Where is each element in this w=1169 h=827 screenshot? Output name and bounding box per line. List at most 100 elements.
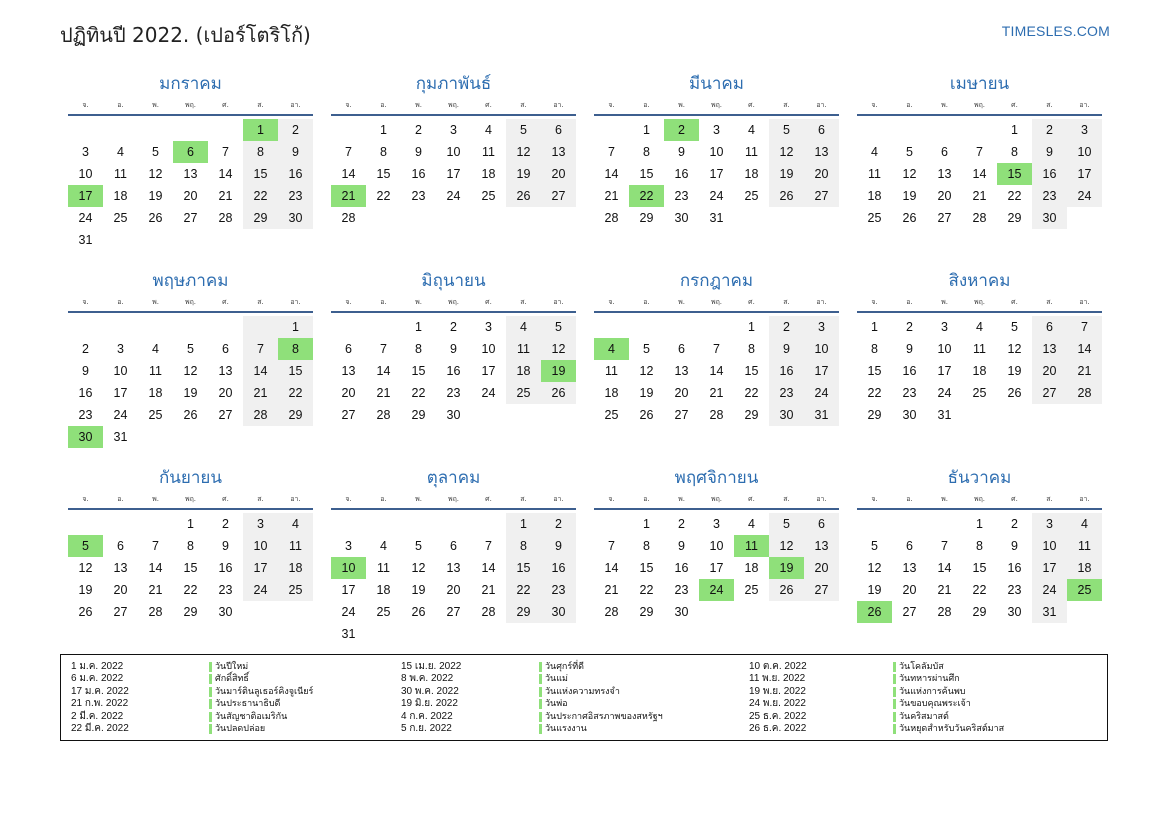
day-cell: 14 xyxy=(972,167,987,181)
day-cell: 21 xyxy=(218,189,233,203)
weekday-label: พ. xyxy=(678,298,685,306)
day-cell: 12 xyxy=(78,561,93,575)
weekday-label: พ. xyxy=(941,298,948,306)
day-cell: 16 xyxy=(541,557,576,579)
weekday-label: ศ. xyxy=(748,298,755,306)
day-cell: 7 xyxy=(608,539,615,553)
day-cell: 1 xyxy=(748,320,755,334)
day-cell: 29 xyxy=(867,408,882,422)
day-cell: 11 xyxy=(278,535,313,557)
day-cell: 17 xyxy=(341,583,356,597)
weekday-label: จ. xyxy=(608,101,615,109)
day-cell: 27 xyxy=(804,579,839,601)
weekday-label: พ. xyxy=(152,495,159,503)
holiday-name-row: วันโคลัมบัส xyxy=(893,661,1004,673)
day-cell: 31 xyxy=(78,233,93,247)
day-cell: 15 xyxy=(183,561,198,575)
empty-cell xyxy=(401,513,436,535)
day-cell: 28 xyxy=(604,605,619,619)
day-cell: 15 xyxy=(639,167,654,181)
day-cell: 6 xyxy=(541,119,576,141)
day-cell: 5 xyxy=(152,145,159,159)
weekday-label: ศ. xyxy=(485,101,492,109)
day-cell: 12 xyxy=(183,364,198,378)
day-cell: 7 xyxy=(243,338,278,360)
day-cell: 2 xyxy=(906,320,913,334)
day-cell: 20 xyxy=(1032,360,1067,382)
weekday-label: พฤ. xyxy=(973,101,986,109)
day-cell: 1 xyxy=(643,517,650,531)
month-calendar: เมษายน จ. อ. พ. พฤ. ศ. ส. อา. 1 2 3 4 5 6 7 8 9 10 11 12 13 1… xyxy=(857,70,1102,267)
holiday-dates-col-3: 10 ต.ค. 2022 11 พ.ย. 2022 19 พ.ย. 2022 24 พ… xyxy=(749,661,807,735)
day-cell: 14 xyxy=(937,561,952,575)
day-grid: 1 2 3 4 5 6 7 8 9 10 11 12 13 14 15 16 17 18 19 20 21 22 23 24 2… xyxy=(331,316,576,426)
day-cell: 23 xyxy=(218,583,233,597)
day-cell: 28 xyxy=(1067,382,1102,404)
day-cell: 24 xyxy=(1032,579,1067,601)
empty-cell xyxy=(366,316,401,338)
holiday-date: 11 พ.ย. 2022 xyxy=(749,673,806,685)
day-cell: 16 xyxy=(278,163,313,185)
day-cell: 10 xyxy=(113,364,128,378)
day-cell: 19 xyxy=(639,386,654,400)
day-cell: 13 xyxy=(541,141,576,163)
holiday-name-row: วันคริสมาสต์ xyxy=(893,711,1004,723)
day-cell: 9 xyxy=(541,535,576,557)
day-cell: 10 xyxy=(481,342,496,356)
day-cell: 9 xyxy=(278,141,313,163)
day-grid: 1 2 3 4 5 6 7 8 9 10 11 12 13 14 15 16 17 18 19 20 21 22 23 24 2… xyxy=(331,513,576,645)
day-cell: 30 xyxy=(769,404,804,426)
day-cell: 7 xyxy=(152,539,159,553)
empty-cell xyxy=(138,316,173,338)
day-cell: 5 xyxy=(541,316,576,338)
day-cell: 6 xyxy=(450,539,457,553)
day-cell: 25 xyxy=(604,408,619,422)
day-cell: 2 xyxy=(678,517,685,531)
day-cell: 22 xyxy=(183,583,198,597)
day-cell: 18 xyxy=(867,189,882,203)
day-cell: 27 xyxy=(674,408,689,422)
day-cell: 8 xyxy=(643,145,650,159)
holiday-day-cell: 5 xyxy=(68,535,103,557)
day-cell: 3 xyxy=(804,316,839,338)
day-cell: 19 xyxy=(1007,364,1022,378)
day-cell: 8 xyxy=(243,141,278,163)
empty-cell xyxy=(366,513,401,535)
weekday-label: อ. xyxy=(906,495,913,503)
holiday-name: วันมาร์ตินลูเธอร์คิงจูเนียร์ xyxy=(209,686,314,697)
weekday-header-row: จ. อ. พ. พฤ. ศ. ส. อา. xyxy=(594,492,839,510)
day-cell: 3 xyxy=(713,123,720,137)
day-cell: 7 xyxy=(485,539,492,553)
month-calendar: กรกฎาคม จ. อ. พ. พฤ. ศ. ส. อา. 1 2 3 4 5 6 7 8 9 10 11 12 13… xyxy=(594,267,839,464)
weekday-label: พ. xyxy=(415,298,422,306)
weekday-label: พ. xyxy=(415,101,422,109)
day-cell: 11 xyxy=(973,342,986,356)
day-cell: 27 xyxy=(937,211,952,225)
weekday-label: อา. xyxy=(816,101,827,109)
weekday-label: พ. xyxy=(152,101,159,109)
day-cell: 15 xyxy=(867,364,882,378)
day-cell: 9 xyxy=(415,145,422,159)
weekday-label: พฤ. xyxy=(710,495,723,503)
holiday-name: วันประธานาธิบดี xyxy=(209,699,281,710)
day-grid: 1 2 3 4 5 6 7 8 9 10 11 12 13 14 15 16 17 18 19 20 21 22 23 24 2… xyxy=(857,119,1102,229)
site-link[interactable]: TIMESLES.COM xyxy=(1001,23,1110,39)
day-cell: 4 xyxy=(380,539,387,553)
day-cell: 10 xyxy=(1067,141,1102,163)
day-cell: 10 xyxy=(804,338,839,360)
holiday-date: 1 ม.ค. 2022 xyxy=(71,661,124,672)
weekday-label: ส. xyxy=(1046,495,1053,503)
month-calendar: กันยายน จ. อ. พ. พฤ. ศ. ส. อา. 1 2 3 4 5 6 7 8 9 10 11 12 13… xyxy=(68,464,313,661)
day-cell: 10 xyxy=(709,539,724,553)
month-name: มกราคม xyxy=(159,74,222,94)
holiday-name-row: วันแรงงาน xyxy=(539,723,663,735)
day-cell: 30 xyxy=(1007,605,1022,619)
holiday-name-row: วันปลดปล่อย xyxy=(209,723,313,735)
day-cell: 15 xyxy=(243,163,278,185)
weekday-label: ส. xyxy=(520,298,527,306)
day-grid: 1 2 3 4 5 6 7 8 9 10 11 12 13 14 15 16 17 18 19 20 21 22 23 24 2… xyxy=(594,119,839,229)
day-cell: 16 xyxy=(218,561,233,575)
day-cell: 20 xyxy=(218,386,233,400)
day-cell: 22 xyxy=(867,386,882,400)
day-cell: 26 xyxy=(639,408,654,422)
